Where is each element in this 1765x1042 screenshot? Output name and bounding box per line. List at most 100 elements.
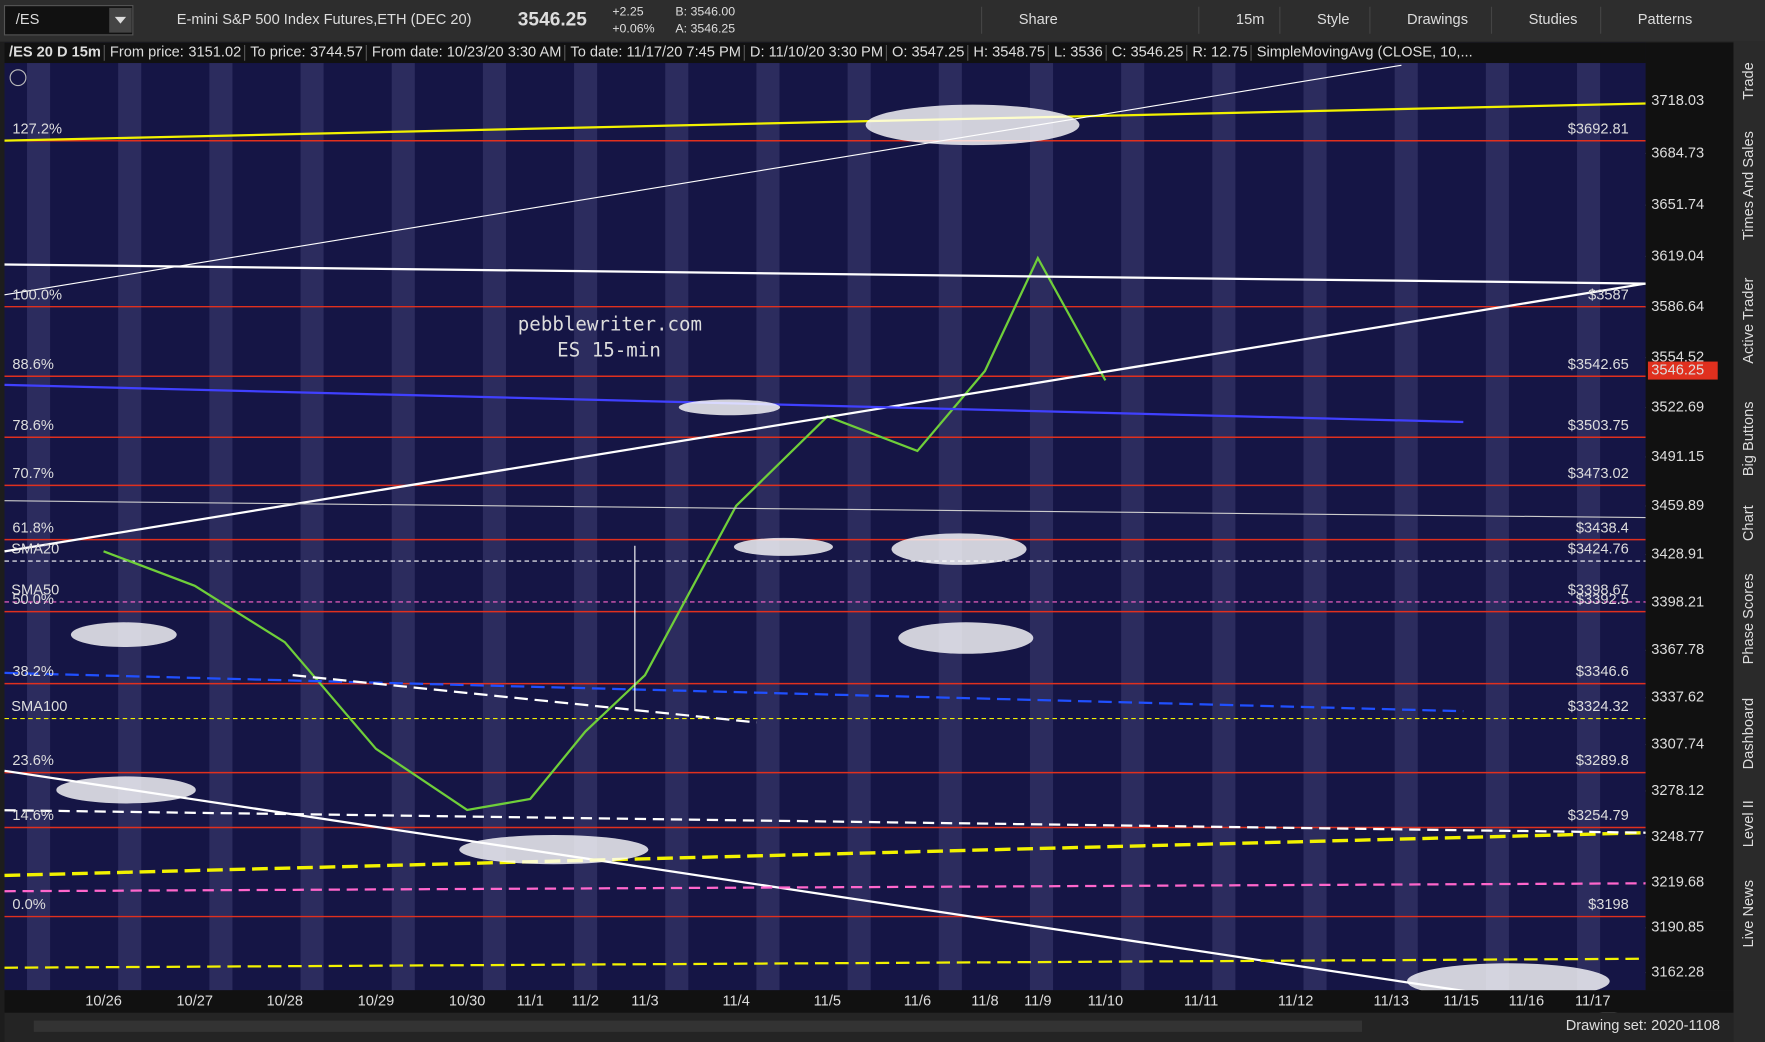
price-tick-label: 3219.68 xyxy=(1651,874,1704,890)
sma-price: $3424.76 xyxy=(1568,542,1629,558)
sidebar-tab[interactable]: Level II xyxy=(1741,800,1757,847)
price-tick-label: 3428.91 xyxy=(1651,546,1704,562)
info-to-date: To date: 11/17/20 7:45 PM xyxy=(570,45,741,61)
bid: B: 3546.00 xyxy=(675,5,735,19)
trendline xyxy=(4,882,1646,893)
trendline xyxy=(4,769,1646,1020)
info-study: SimpleMovingAvg (CLOSE, 10,... xyxy=(1257,45,1473,61)
date-label: 11/3 xyxy=(631,993,658,1009)
highlight-ellipse xyxy=(898,622,1034,654)
session-stripe xyxy=(118,63,142,991)
trendline xyxy=(4,102,1646,142)
trendline xyxy=(4,282,1646,553)
price-tick-label: 3162.28 xyxy=(1651,964,1704,980)
trendline xyxy=(4,809,1646,834)
price-tick-label: 3190.85 xyxy=(1651,920,1704,936)
fib-price: $3254.79 xyxy=(1568,808,1629,824)
date-label: 11/6 xyxy=(904,993,931,1009)
toolbar-button[interactable]: Style xyxy=(1317,12,1350,28)
sidebar xyxy=(1733,41,1765,1042)
price-tick-label: 3459.89 xyxy=(1651,498,1704,514)
sma-price: $3398.67 xyxy=(1568,583,1629,599)
highlight-ellipse xyxy=(891,533,1027,565)
fib-pct: 23.6% xyxy=(12,753,53,769)
sma-name: SMA50 xyxy=(11,583,59,599)
price-tick-label: 3684.73 xyxy=(1651,145,1704,161)
sidebar-tab[interactable]: Dashboard xyxy=(1741,698,1757,770)
toolbar-button[interactable]: Patterns xyxy=(1638,12,1692,28)
fib-pct: 78.6% xyxy=(12,418,53,434)
toolbar-button[interactable]: Studies xyxy=(1529,12,1578,28)
toolbar-button[interactable]: 15m xyxy=(1236,12,1264,28)
highlight-ellipse xyxy=(56,776,196,804)
date-label: 11/16 xyxy=(1509,993,1545,1009)
dropdown-arrow xyxy=(114,16,127,24)
session-stripe xyxy=(482,63,506,991)
sidebar-tab[interactable]: Trade xyxy=(1741,62,1757,100)
plot-area xyxy=(4,42,1646,991)
sidebar-tab[interactable]: Big Buttons xyxy=(1741,401,1757,476)
date-label: 10/27 xyxy=(176,993,213,1009)
fib-price: $3198 xyxy=(1588,897,1629,913)
fib-pct: 50.0% xyxy=(12,592,53,608)
highlight-ellipse xyxy=(459,834,649,865)
info-range: R: 12.75 xyxy=(1192,45,1247,61)
fib-pct: 38.2% xyxy=(12,664,53,680)
sidebar-tab[interactable]: Chart xyxy=(1741,505,1757,541)
price-tick-label: 3367.78 xyxy=(1651,642,1704,658)
toolbar-button[interactable]: Drawings xyxy=(1407,12,1468,28)
sidebar-tab[interactable]: Live News xyxy=(1741,880,1757,947)
toolbar-button[interactable]: Share xyxy=(1019,12,1058,28)
fib-price: $3692.81 xyxy=(1568,121,1629,137)
trendline xyxy=(292,674,757,724)
info-chart-id: /ES 20 D 15m xyxy=(9,45,101,61)
date-label: 10/29 xyxy=(358,993,395,1009)
sidebar-tab[interactable]: Times And Sales xyxy=(1741,131,1757,240)
price-tick-label: 3586.64 xyxy=(1651,299,1704,315)
fib-price: $3503.75 xyxy=(1568,418,1629,434)
fib-price: $3289.8 xyxy=(1576,753,1629,769)
session-stripe xyxy=(665,63,689,991)
session-stripe xyxy=(756,63,780,991)
session-stripe xyxy=(847,63,871,991)
trendline xyxy=(4,957,1646,969)
date-label: 11/1 xyxy=(516,993,543,1009)
sidebar-tab[interactable]: Active Trader xyxy=(1741,278,1757,364)
alert-icon[interactable] xyxy=(9,69,27,87)
info-open: O: 3547.25 xyxy=(892,45,964,61)
toolbar xyxy=(0,0,1765,42)
price-tick-label: 3248.77 xyxy=(1651,829,1704,845)
info-from-date: From date: 10/23/20 3:30 AM xyxy=(372,45,561,61)
price-tick-label: 3522.69 xyxy=(1651,399,1704,415)
date-label: 11/9 xyxy=(1024,993,1051,1009)
info-from-price-label: From price: xyxy=(110,45,184,61)
date-label: 11/11 xyxy=(1184,993,1218,1009)
fib-pct: 14.6% xyxy=(12,808,53,824)
session-stripe xyxy=(1303,63,1327,991)
date-label: 10/28 xyxy=(266,993,303,1009)
watermark: ES 15-min xyxy=(557,339,661,362)
fib-pct: 0.0% xyxy=(12,897,45,913)
last-price-marker xyxy=(1647,361,1718,380)
trendline xyxy=(4,671,1464,713)
info-to-price-label: To price: xyxy=(250,45,305,61)
fib-pct: 100.0% xyxy=(12,287,62,303)
scroll-thumb[interactable] xyxy=(33,1020,1363,1032)
chart-layer xyxy=(4,100,1651,974)
last-price: 3546.25 xyxy=(518,9,588,30)
session-stripe xyxy=(27,63,51,991)
session-stripe xyxy=(1029,63,1054,991)
session-stripe xyxy=(574,63,598,991)
price-tick-label: 3307.74 xyxy=(1651,736,1704,752)
fib-price: $3473.02 xyxy=(1568,466,1629,482)
date-label: 10/30 xyxy=(449,993,486,1009)
sidebar-tab[interactable]: Phase Scores xyxy=(1741,573,1757,664)
price-tick-label: 3619.04 xyxy=(1651,248,1704,264)
info-date: D: 11/10/20 3:30 PM xyxy=(750,45,883,61)
fib-price: $3587 xyxy=(1588,287,1629,303)
symbol[interactable]: /ES xyxy=(16,12,40,28)
trendline xyxy=(4,500,1646,519)
ask: A: 3546.25 xyxy=(675,22,735,36)
date-label: 11/5 xyxy=(814,993,841,1009)
price-axis xyxy=(1645,42,1734,991)
